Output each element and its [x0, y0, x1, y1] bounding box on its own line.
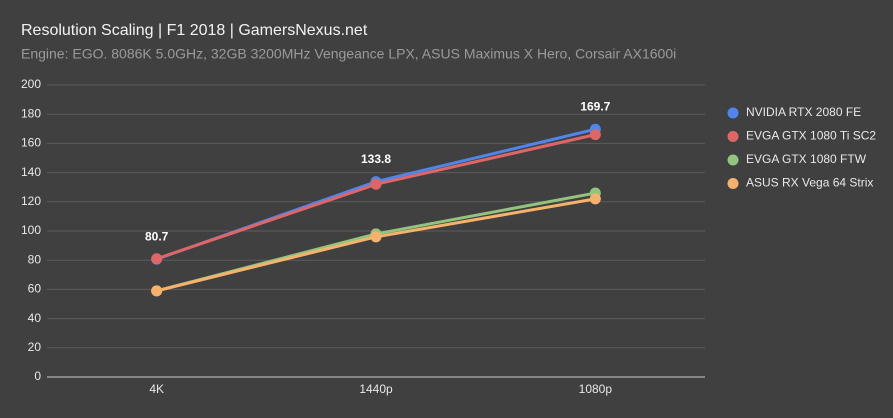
legend-label: EVGA GTX 1080 Ti SC2	[746, 129, 876, 143]
data-label: 133.8	[361, 152, 391, 166]
legend-marker	[727, 131, 739, 142]
data-label: 169.7	[580, 99, 610, 113]
y-tick-label: 60	[28, 282, 42, 296]
data-point	[589, 129, 601, 141]
legend-label: NVIDIA RTX 2080 FE	[746, 105, 861, 119]
y-tick-label: 140	[21, 165, 41, 179]
y-tick-label: 120	[21, 194, 41, 208]
x-tick-label: 1080p	[579, 382, 613, 396]
chart-subtitle: Engine: EGO. 8086K 5.0GHz, 32GB 3200MHz …	[21, 46, 676, 62]
x-tick-label: 4K	[149, 382, 164, 396]
y-tick-label: 160	[21, 136, 41, 150]
data-point	[370, 231, 382, 243]
data-label: 80.7	[145, 229, 169, 243]
data-point	[370, 178, 382, 190]
legend-marker	[727, 154, 739, 166]
data-point	[589, 193, 601, 205]
legend-label: ASUS RX Vega 64 Strix	[746, 176, 873, 190]
y-tick-label: 20	[28, 340, 42, 354]
data-point	[151, 253, 163, 265]
y-tick-label: 100	[21, 223, 41, 237]
y-tick-label: 0	[34, 369, 41, 383]
legend-label: EVGA GTX 1080 FTW	[746, 152, 867, 166]
legend-marker	[727, 107, 739, 119]
x-tick-label: 1440p	[359, 382, 393, 396]
y-tick-label: 200	[21, 77, 41, 91]
data-point	[151, 285, 163, 297]
chart-title: Resolution Scaling | F1 2018 | GamersNex…	[21, 22, 368, 39]
y-tick-label: 80	[28, 252, 42, 266]
legend-marker	[727, 178, 739, 189]
y-tick-label: 40	[28, 311, 42, 325]
y-tick-label: 180	[21, 106, 41, 120]
